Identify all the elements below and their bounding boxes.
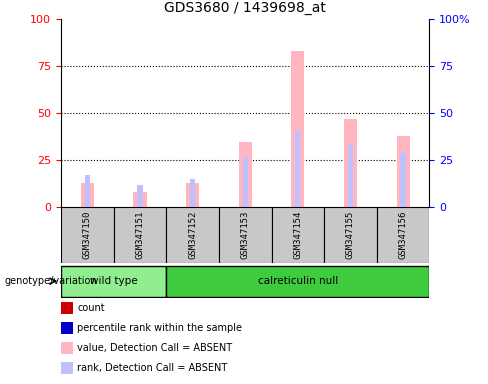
Bar xyxy=(219,207,271,263)
Bar xyxy=(133,192,146,207)
Bar xyxy=(271,207,324,263)
Bar xyxy=(397,136,410,207)
Text: GSM347151: GSM347151 xyxy=(136,211,144,259)
Title: GDS3680 / 1439698_at: GDS3680 / 1439698_at xyxy=(164,2,326,15)
Bar xyxy=(377,207,429,263)
Bar xyxy=(186,183,199,207)
Bar xyxy=(348,145,353,207)
Text: calreticulin null: calreticulin null xyxy=(258,276,338,286)
Bar xyxy=(61,207,114,263)
Bar xyxy=(239,142,252,207)
Bar xyxy=(61,266,166,297)
Text: GSM347152: GSM347152 xyxy=(188,211,197,259)
Bar xyxy=(190,179,195,207)
Text: genotype/variation: genotype/variation xyxy=(5,276,98,286)
Bar xyxy=(85,175,90,207)
Bar xyxy=(324,207,377,263)
Text: wild type: wild type xyxy=(90,276,138,286)
Bar xyxy=(344,119,357,207)
Bar xyxy=(291,51,305,207)
Bar xyxy=(295,130,301,207)
Bar xyxy=(166,266,429,297)
Bar xyxy=(401,153,406,207)
Text: GSM347154: GSM347154 xyxy=(293,211,303,259)
Text: percentile rank within the sample: percentile rank within the sample xyxy=(77,323,242,333)
Bar xyxy=(166,207,219,263)
Text: GSM347156: GSM347156 xyxy=(399,211,407,259)
Bar xyxy=(81,183,94,207)
Bar xyxy=(137,185,142,207)
Text: GSM347153: GSM347153 xyxy=(241,211,250,259)
Text: count: count xyxy=(77,303,105,313)
Text: rank, Detection Call = ABSENT: rank, Detection Call = ABSENT xyxy=(77,363,227,373)
Bar xyxy=(243,157,248,207)
Text: GSM347155: GSM347155 xyxy=(346,211,355,259)
Text: value, Detection Call = ABSENT: value, Detection Call = ABSENT xyxy=(77,343,232,353)
Bar xyxy=(114,207,166,263)
Text: GSM347150: GSM347150 xyxy=(83,211,92,259)
